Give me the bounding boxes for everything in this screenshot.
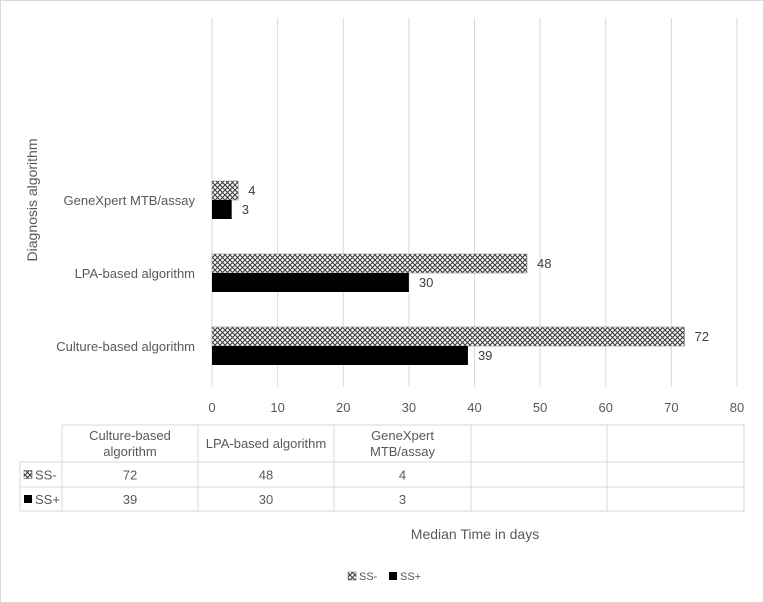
data-label: 4 xyxy=(248,183,255,198)
data-label: 39 xyxy=(478,348,492,363)
table-legend-key xyxy=(23,470,33,479)
x-tick-label: 70 xyxy=(664,400,678,415)
table-cell: 48 xyxy=(259,468,273,483)
bars xyxy=(211,180,685,365)
x-tick-label: 40 xyxy=(467,400,481,415)
category-label: Culture-based algorithm xyxy=(56,339,195,354)
table-cell: 39 xyxy=(123,492,137,507)
x-tick-label: 50 xyxy=(533,400,547,415)
table-header: Culture-based xyxy=(89,428,171,443)
legend-label: SS- xyxy=(359,571,378,583)
legend: SS- SS+ xyxy=(347,571,421,583)
bar-ss-1 xyxy=(211,253,528,274)
data-label: 3 xyxy=(242,202,249,217)
x-tick-label: 20 xyxy=(336,400,350,415)
x-tick-label: 80 xyxy=(730,400,744,415)
data-label: 48 xyxy=(537,256,551,271)
x-axis-ticks: 0 10 20 30 40 50 60 70 80 xyxy=(208,400,744,415)
bar-ss-1 xyxy=(212,273,409,292)
data-labels: 72 39 48 30 4 3 xyxy=(242,183,709,363)
table-cell: 3 xyxy=(399,492,406,507)
category-label: LPA-based algorithm xyxy=(75,266,195,281)
bar-ss-2 xyxy=(212,200,232,219)
table-series-name: SS+ xyxy=(35,492,60,507)
table-cell: 4 xyxy=(399,468,406,483)
legend-label: SS+ xyxy=(400,571,421,583)
table-series-name: SS- xyxy=(35,468,57,483)
bar-ss-2 xyxy=(211,180,239,201)
legend-key xyxy=(389,572,397,580)
table-header: algorithm xyxy=(103,444,156,459)
table-legend-key xyxy=(24,495,32,503)
y-axis-title: Diagnosis algorithm xyxy=(24,139,40,262)
legend-key xyxy=(347,571,357,581)
data-label: 30 xyxy=(419,275,433,290)
table-cell: 30 xyxy=(259,492,273,507)
category-labels: Culture-based algorithm LPA-based algorit… xyxy=(56,193,195,354)
table-cell: 72 xyxy=(123,468,137,483)
data-label: 72 xyxy=(695,329,709,344)
x-tick-label: 60 xyxy=(599,400,613,415)
gridlines xyxy=(211,18,738,387)
x-tick-label: 0 xyxy=(208,400,215,415)
table-header: GeneXpert xyxy=(371,428,434,443)
table-header: MTB/assay xyxy=(370,444,436,459)
x-tick-label: 30 xyxy=(402,400,416,415)
x-tick-label: 10 xyxy=(270,400,284,415)
x-axis-title: Median Time in days xyxy=(411,526,539,542)
category-label: GeneXpert MTB/assay xyxy=(64,193,196,208)
bar-ss-0 xyxy=(211,326,685,347)
table-header: LPA-based algorithm xyxy=(206,436,326,451)
bar-ss-0 xyxy=(212,346,468,365)
